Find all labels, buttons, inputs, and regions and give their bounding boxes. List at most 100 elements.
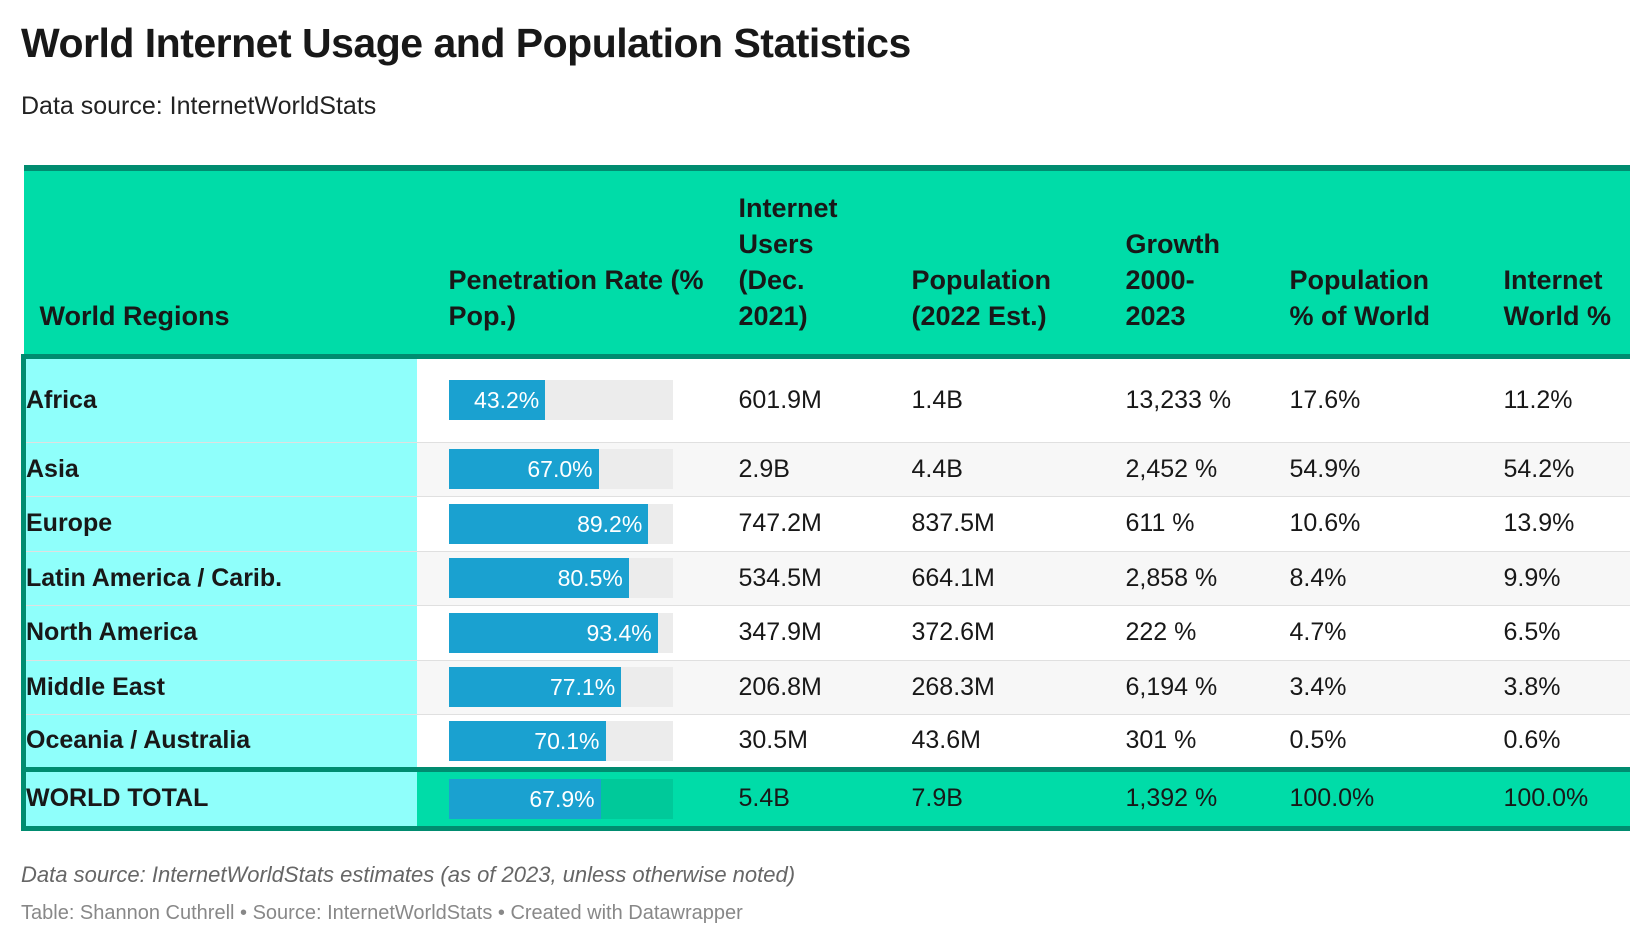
bar-label: 43.2% bbox=[474, 387, 540, 413]
internet-pct-cell: 11.2% bbox=[1503, 385, 1573, 414]
bar-label: 67.0% bbox=[527, 456, 593, 483]
penetration-bar: 89.2% bbox=[448, 503, 649, 544]
pop-pct-cell: 10.6% bbox=[1289, 509, 1361, 538]
users-cell: 5.4B bbox=[738, 784, 790, 812]
column-header[interactable]: Internet Users (Dec. 2021) bbox=[738, 192, 838, 331]
penetration-cell: 89.2% bbox=[417, 497, 739, 552]
pop-pct-cell: 0.5% bbox=[1289, 726, 1347, 755]
region-cell: Middle East bbox=[21, 660, 417, 715]
penetration-bar: 67.9% bbox=[448, 778, 601, 819]
population-cell: 372.6M bbox=[911, 618, 995, 647]
penetration-cell: 80.5% bbox=[417, 551, 739, 606]
users-cell: 601.9M bbox=[738, 385, 822, 414]
region-cell: Africa bbox=[21, 356, 417, 442]
growth-cell: 222 % bbox=[1125, 618, 1197, 647]
region-cell: WORLD TOTAL bbox=[21, 769, 417, 828]
pop-pct-cell: 8.4% bbox=[1289, 563, 1347, 592]
header-row: World Regions Penetration Rate (% Pop.) In… bbox=[23, 168, 1630, 356]
bar-track: 93.4% bbox=[448, 612, 673, 653]
users-cell: 347.9M bbox=[738, 618, 822, 647]
bar-label: 93.4% bbox=[586, 619, 652, 646]
internet-pct-cell: 9.9% bbox=[1503, 563, 1561, 592]
credit-line: Table: Shannon Cuthrell • Source: Intern… bbox=[21, 902, 743, 924]
growth-cell: 6,194 % bbox=[1125, 672, 1218, 701]
penetration-cell: 70.1% bbox=[417, 715, 739, 770]
table-row: Europe 89.2% 747.2M 837.5M 611 % 10.6% 13.9% bbox=[21, 496, 1630, 552]
users-cell: 534.5M bbox=[738, 563, 822, 592]
penetration-bar: 67.0% bbox=[448, 449, 599, 490]
table-row: WORLD TOTAL 67.9% 5.4B 7.9B 1,392 % 100.0% 100… bbox=[21, 769, 1630, 828]
region-cell: Europe bbox=[21, 496, 417, 551]
growth-cell: 2,858 % bbox=[1125, 563, 1218, 592]
table-row: Asia 67.0% 2.9B 4.4B 2,452 % 54.9% 54.2% bbox=[21, 442, 1630, 497]
users-cell: 2.9B bbox=[738, 454, 790, 483]
table-row: North America 93.4% 347.9M 372.6M 222 % 4.7% 6… bbox=[21, 605, 1630, 661]
pop-pct-cell: 54.9% bbox=[1289, 454, 1361, 483]
bar-label: 77.1% bbox=[549, 674, 616, 701]
pop-pct-cell: 3.4% bbox=[1289, 672, 1347, 701]
users-cell: 30.5M bbox=[738, 726, 808, 755]
pop-pct-cell: 100.0% bbox=[1289, 784, 1375, 812]
column-header[interactable]: Growth 2000-2023 bbox=[1125, 228, 1221, 331]
growth-cell: 2,452 % bbox=[1125, 454, 1218, 483]
population-cell: 1.4B bbox=[911, 385, 963, 414]
bar-track: 80.5% bbox=[448, 558, 673, 599]
table-row: Africa 43.2% 601.9M 1.4B 13,233 % 17.6% 11.2% bbox=[21, 356, 1630, 442]
column-header[interactable]: Internet World % bbox=[1503, 264, 1612, 331]
internet-pct-cell: 3.8% bbox=[1503, 672, 1561, 701]
column-header[interactable]: World Regions bbox=[39, 300, 230, 331]
bar-track: 89.2% bbox=[448, 503, 673, 544]
penetration-cell: 67.0% bbox=[417, 442, 739, 497]
bar-track: 67.9% bbox=[448, 778, 673, 819]
pop-pct-cell: 4.7% bbox=[1289, 618, 1347, 647]
region-cell: North America bbox=[21, 605, 417, 660]
bar-label: 70.1% bbox=[534, 727, 600, 754]
growth-cell: 301 % bbox=[1125, 726, 1197, 755]
bar-label: 67.9% bbox=[529, 785, 595, 812]
internet-pct-cell: 0.6% bbox=[1503, 726, 1561, 755]
data-table: World Regions Penetration Rate (% Pop.) In… bbox=[21, 165, 1630, 831]
footnote: Data source: InternetWorldStats estimate… bbox=[21, 862, 796, 887]
region-cell: Asia bbox=[21, 442, 417, 497]
users-cell: 206.8M bbox=[738, 672, 822, 701]
growth-cell: 1,392 % bbox=[1125, 784, 1218, 812]
users-cell: 747.2M bbox=[738, 509, 822, 538]
population-cell: 7.9B bbox=[911, 784, 963, 812]
penetration-cell: 43.2% bbox=[417, 356, 739, 442]
internet-pct-cell: 13.9% bbox=[1503, 509, 1575, 538]
bar-label: 80.5% bbox=[557, 565, 623, 592]
internet-pct-cell: 54.2% bbox=[1503, 454, 1575, 483]
population-cell: 268.3M bbox=[911, 672, 995, 701]
penetration-cell: 93.4% bbox=[417, 606, 739, 661]
penetration-cell: 77.1% bbox=[417, 660, 739, 715]
bar-track: 70.1% bbox=[448, 720, 673, 761]
bar-label: 89.2% bbox=[577, 510, 643, 537]
region-cell: Latin America / Carib. bbox=[21, 551, 417, 606]
penetration-bar: 43.2% bbox=[448, 380, 546, 420]
column-header[interactable]: Penetration Rate (% Pop.) bbox=[448, 264, 704, 331]
population-cell: 43.6M bbox=[911, 726, 981, 755]
table-row: Latin America / Carib. 80.5% 534.5M 664.1M 2… bbox=[21, 551, 1630, 606]
bar-track: 67.0% bbox=[448, 449, 673, 490]
column-header[interactable]: Population % of World bbox=[1289, 264, 1430, 331]
table-row: Oceania / Australia 70.1% 30.5M 43.6M 301 % 0… bbox=[21, 714, 1630, 770]
population-cell: 664.1M bbox=[911, 563, 995, 592]
penetration-bar: 77.1% bbox=[448, 667, 622, 708]
table-row: Middle East 77.1% 206.8M 268.3M 6,194 % 3.4% 3… bbox=[21, 660, 1630, 715]
penetration-bar: 93.4% bbox=[448, 612, 658, 653]
pop-pct-cell: 17.6% bbox=[1289, 385, 1361, 414]
chart-title: World Internet Usage and Population Stat… bbox=[21, 20, 911, 66]
population-cell: 837.5M bbox=[911, 509, 995, 538]
growth-cell: 13,233 % bbox=[1125, 386, 1232, 414]
column-header[interactable]: Population (2022 Est.) bbox=[911, 264, 1051, 331]
penetration-cell: 67.9% bbox=[417, 769, 739, 828]
bar-track: 43.2% bbox=[448, 380, 673, 420]
internet-pct-cell: 100.0% bbox=[1503, 784, 1589, 812]
population-cell: 4.4B bbox=[911, 454, 963, 483]
penetration-bar: 70.1% bbox=[448, 720, 606, 761]
penetration-bar: 80.5% bbox=[448, 558, 629, 599]
region-cell: Oceania / Australia bbox=[21, 714, 417, 769]
growth-cell: 611 % bbox=[1125, 509, 1195, 538]
bar-track: 77.1% bbox=[448, 667, 673, 708]
chart-subtitle: Data source: InternetWorldStats bbox=[21, 92, 377, 120]
